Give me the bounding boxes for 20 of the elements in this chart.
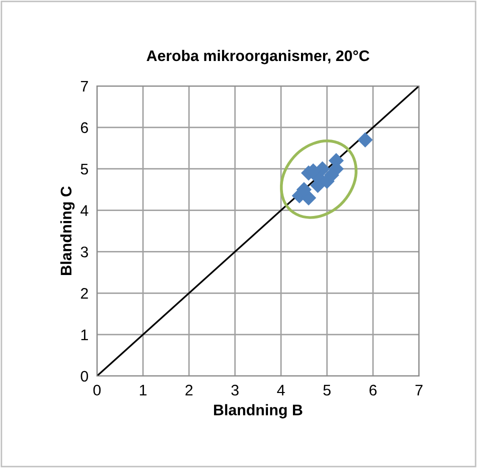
y-tick-label: 2 [80, 288, 88, 299]
x-tick-label: 3 [231, 384, 239, 396]
y-tick-label: 6 [80, 122, 88, 134]
y-tick-label: 5 [80, 164, 88, 175]
y-tick-label: 7 [80, 81, 88, 92]
x-tick-label: 7 [416, 384, 422, 396]
x-tick-label: 4 [277, 384, 285, 396]
x-axis-title: Blandning B [214, 404, 302, 418]
y-tick-label: 4 [80, 205, 88, 216]
y-tick-label: 3 [80, 246, 88, 258]
x-tick-label: 1 [140, 384, 147, 396]
point [358, 132, 373, 148]
x-tick-label: 6 [370, 384, 377, 396]
y-tick-label: 1 [81, 330, 88, 340]
x-tick-label: 0 [93, 384, 101, 396]
x-tick-label: 5 [323, 384, 331, 396]
y-tick-label: 0 [80, 370, 88, 382]
y-axis-title: Blandning C [60, 186, 75, 275]
chart-title: Aeroba mikroorganismer, 20°C [146, 50, 370, 64]
x-tick-label: 2 [186, 384, 192, 396]
